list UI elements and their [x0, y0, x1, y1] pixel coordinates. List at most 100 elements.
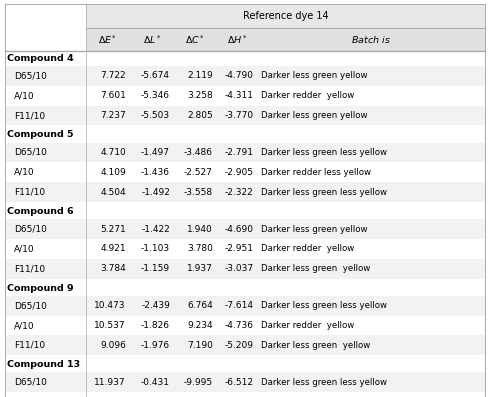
Bar: [5, 182, 485, 202]
Text: -2.322: -2.322: [224, 188, 253, 197]
Text: $\mathit{\Delta}$$\mathit{E}$$^*$: $\mathit{\Delta}$$\mathit{E}$$^*$: [98, 33, 117, 46]
Text: -5.346: -5.346: [141, 91, 170, 100]
Text: D65/10: D65/10: [14, 225, 47, 233]
Bar: [86, 28, 485, 51]
Text: 11.937: 11.937: [94, 378, 126, 387]
Text: 1.940: 1.940: [187, 225, 213, 233]
Text: -5.674: -5.674: [141, 71, 170, 80]
Text: -2.905: -2.905: [224, 168, 253, 177]
Text: D65/10: D65/10: [14, 148, 47, 157]
Text: -1.492: -1.492: [141, 188, 170, 197]
Text: 6.764: 6.764: [187, 301, 213, 310]
Text: -4.790: -4.790: [224, 71, 253, 80]
Text: A/10: A/10: [14, 245, 34, 253]
Text: F11/10: F11/10: [14, 111, 45, 120]
Text: 5.271: 5.271: [100, 225, 126, 233]
Bar: [5, 66, 485, 86]
Text: -9.995: -9.995: [184, 378, 213, 387]
Text: -5.209: -5.209: [224, 341, 253, 350]
Text: -2.951: -2.951: [224, 245, 253, 253]
Text: 7.722: 7.722: [100, 71, 126, 80]
Text: -4.690: -4.690: [224, 225, 253, 233]
Text: Darker less green  yellow: Darker less green yellow: [261, 341, 370, 350]
Text: 4.109: 4.109: [100, 168, 126, 177]
Text: F11/10: F11/10: [14, 188, 45, 197]
Text: $\mathit{\Delta}$$\mathit{H}$$^*$: $\mathit{\Delta}$$\mathit{H}$$^*$: [227, 33, 247, 46]
Bar: [5, 219, 485, 239]
Text: -2.527: -2.527: [184, 168, 213, 177]
Text: -1.159: -1.159: [141, 264, 170, 273]
Bar: [5, 372, 485, 392]
Text: -6.512: -6.512: [224, 378, 253, 387]
Text: Darker less green less yellow: Darker less green less yellow: [261, 301, 387, 310]
Text: -3.486: -3.486: [184, 148, 213, 157]
Bar: [86, 4, 485, 28]
Bar: [5, 259, 485, 279]
Bar: [5, 143, 485, 162]
Text: $\mathit{\Delta}$$\mathit{C}$$^*$: $\mathit{\Delta}$$\mathit{C}$$^*$: [185, 33, 205, 46]
Text: 2.119: 2.119: [187, 71, 213, 80]
Text: Reference dye 14: Reference dye 14: [243, 11, 328, 21]
Text: -4.736: -4.736: [224, 321, 253, 330]
Text: Darker less green  yellow: Darker less green yellow: [261, 264, 370, 273]
Text: Darker less green yellow: Darker less green yellow: [261, 111, 368, 120]
Text: 7.190: 7.190: [187, 341, 213, 350]
Text: 2.805: 2.805: [187, 111, 213, 120]
Text: -4.311: -4.311: [224, 91, 253, 100]
Text: Darker less green less yellow: Darker less green less yellow: [261, 188, 387, 197]
Text: Compound 9: Compound 9: [7, 284, 74, 293]
Text: Darker redder  yellow: Darker redder yellow: [261, 245, 354, 253]
Text: A/10: A/10: [14, 168, 34, 177]
Text: F11/10: F11/10: [14, 264, 45, 273]
Text: Darker redder less yellow: Darker redder less yellow: [261, 168, 371, 177]
Text: 4.710: 4.710: [100, 148, 126, 157]
Text: -1.976: -1.976: [141, 341, 170, 350]
Text: $\mathit{\Delta}$$\mathit{L}$$^*$: $\mathit{\Delta}$$\mathit{L}$$^*$: [143, 33, 161, 46]
Text: 3.784: 3.784: [100, 264, 126, 273]
Text: D65/10: D65/10: [14, 301, 47, 310]
Text: 1.937: 1.937: [187, 264, 213, 273]
Bar: [5, 296, 485, 316]
Text: -1.422: -1.422: [141, 225, 170, 233]
Text: -1.436: -1.436: [141, 168, 170, 177]
Text: Compound 5: Compound 5: [7, 131, 74, 139]
Text: Compound 6: Compound 6: [7, 207, 74, 216]
Text: -1.103: -1.103: [141, 245, 170, 253]
Text: -2.791: -2.791: [224, 148, 253, 157]
Text: $\mathit{Batch\ is}$: $\mathit{Batch\ is}$: [351, 34, 391, 45]
Text: Compound 4: Compound 4: [7, 54, 74, 63]
Text: -2.439: -2.439: [141, 301, 170, 310]
Text: -5.503: -5.503: [141, 111, 170, 120]
Text: D65/10: D65/10: [14, 378, 47, 387]
Text: Darker redder  yellow: Darker redder yellow: [261, 91, 354, 100]
Text: -3.037: -3.037: [224, 264, 253, 273]
Text: Darker redder  yellow: Darker redder yellow: [261, 321, 354, 330]
Text: Darker less green yellow: Darker less green yellow: [261, 225, 368, 233]
Text: -3.558: -3.558: [184, 188, 213, 197]
Text: D65/10: D65/10: [14, 71, 47, 80]
Bar: [5, 106, 485, 125]
Text: -7.614: -7.614: [224, 301, 253, 310]
Text: -0.431: -0.431: [141, 378, 170, 387]
Text: Darker less green less yellow: Darker less green less yellow: [261, 378, 387, 387]
Text: 3.258: 3.258: [187, 91, 213, 100]
Text: F11/10: F11/10: [14, 341, 45, 350]
Text: -1.497: -1.497: [141, 148, 170, 157]
Text: A/10: A/10: [14, 91, 34, 100]
Text: 7.601: 7.601: [100, 91, 126, 100]
Text: 10.473: 10.473: [95, 301, 126, 310]
Text: 9.234: 9.234: [187, 321, 213, 330]
Text: Compound 13: Compound 13: [7, 360, 80, 369]
Text: 3.780: 3.780: [187, 245, 213, 253]
Text: 7.237: 7.237: [100, 111, 126, 120]
Text: Darker less green less yellow: Darker less green less yellow: [261, 148, 387, 157]
Text: 4.504: 4.504: [100, 188, 126, 197]
Text: 9.096: 9.096: [100, 341, 126, 350]
Text: -1.826: -1.826: [141, 321, 170, 330]
Text: -3.770: -3.770: [224, 111, 253, 120]
Text: 10.537: 10.537: [94, 321, 126, 330]
Text: 4.921: 4.921: [100, 245, 126, 253]
Text: A/10: A/10: [14, 321, 34, 330]
Text: Darker less green yellow: Darker less green yellow: [261, 71, 368, 80]
Bar: [5, 335, 485, 355]
